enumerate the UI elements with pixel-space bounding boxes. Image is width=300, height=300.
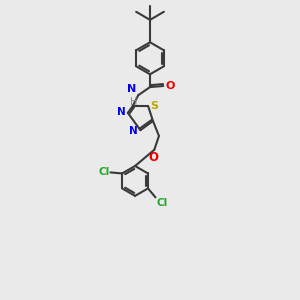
Text: Cl: Cl: [157, 198, 168, 208]
Text: N: N: [127, 84, 136, 94]
Text: N: N: [129, 126, 138, 136]
Text: S: S: [151, 101, 159, 111]
Text: H: H: [130, 97, 138, 107]
Text: N: N: [116, 107, 125, 117]
Text: Cl: Cl: [98, 167, 109, 177]
Text: O: O: [165, 81, 175, 91]
Text: O: O: [148, 151, 158, 164]
